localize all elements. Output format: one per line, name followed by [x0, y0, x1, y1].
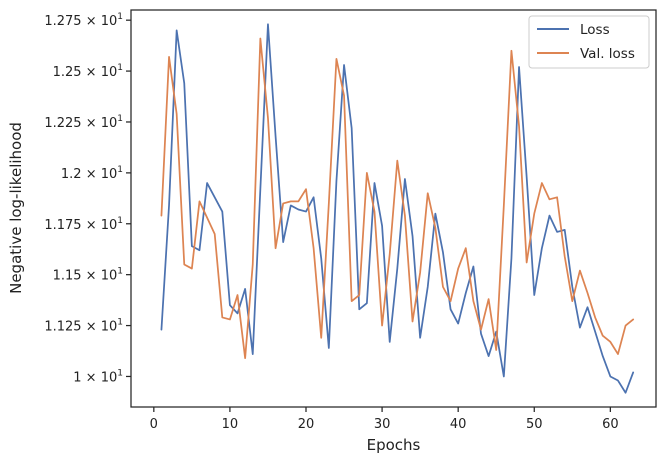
x-axis: 0 10 20 30 40 50 60 — [150, 407, 619, 432]
series-line-loss — [160, 23, 635, 394]
y-tick-label: 1 × 101 — [73, 368, 123, 385]
x-tick-label: 40 — [450, 417, 467, 432]
y-tick-label: 1.225 × 101 — [44, 114, 123, 131]
y-axis: 1 × 101 1.125 × 101 1.15 × 101 1.175 × 101 1… — [44, 12, 131, 385]
x-tick-label: 50 — [526, 417, 543, 432]
y-axis-label: Negative log-likelihood — [7, 122, 25, 294]
y-tick-label: 1.2 × 101 — [61, 165, 123, 182]
y-tick-label: 1.275 × 101 — [44, 12, 123, 29]
x-tick-label: 60 — [602, 417, 619, 432]
y-tick-label: 1.15 × 101 — [53, 267, 123, 284]
legend-label-val-loss: Val. loss — [580, 46, 635, 62]
y-tick-label: 1.175 × 101 — [44, 216, 123, 233]
x-axis-label: Epochs — [367, 436, 421, 454]
x-tick-label: 30 — [374, 417, 391, 432]
legend: Loss Val. loss — [528, 15, 650, 69]
series-line-val-loss — [160, 37, 635, 360]
y-tick-label: 1.125 × 101 — [44, 318, 123, 335]
x-tick-label: 10 — [222, 417, 239, 432]
plot-frame — [130, 9, 657, 408]
x-tick-label: 20 — [298, 417, 315, 432]
y-tick-label: 1.25 × 101 — [53, 63, 123, 80]
legend-label-loss: Loss — [580, 22, 610, 38]
x-tick-label: 0 — [150, 417, 158, 432]
series-layer — [160, 23, 635, 394]
